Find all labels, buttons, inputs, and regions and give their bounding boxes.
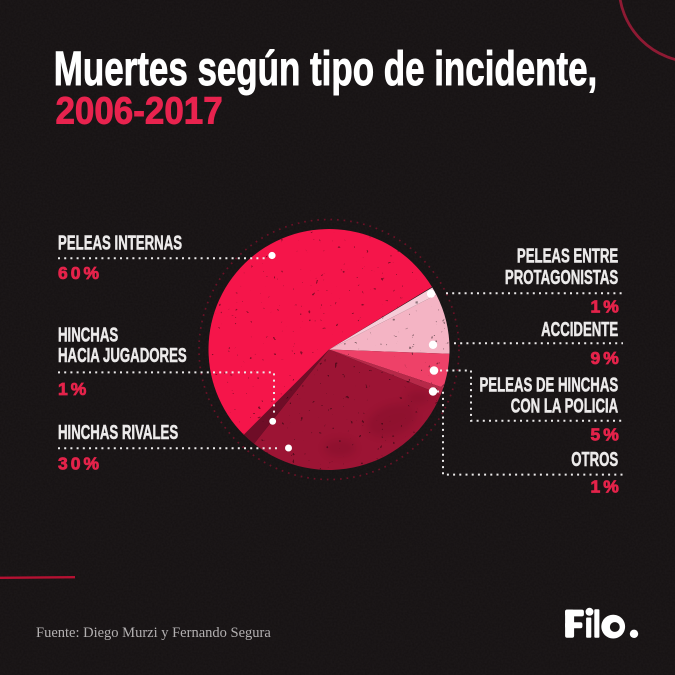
svg-text:5%: 5%: [591, 425, 622, 445]
svg-text:9%: 9%: [591, 348, 622, 368]
svg-text:PROTAGONISTAS: PROTAGONISTAS: [505, 265, 618, 289]
svg-text:1%: 1%: [58, 379, 89, 399]
svg-text:1%: 1%: [591, 476, 622, 496]
svg-text:60%: 60%: [58, 263, 102, 283]
svg-text:HACIA JUGADORES: HACIA JUGADORES: [58, 343, 187, 367]
svg-text:ACCIDENTE: ACCIDENTE: [541, 317, 618, 341]
svg-text:OTROS: OTROS: [571, 447, 618, 471]
svg-text:2006-2017: 2006-2017: [56, 89, 223, 132]
svg-text:HINCHAS: HINCHAS: [58, 322, 118, 346]
svg-text:HINCHAS RIVALES: HINCHAS RIVALES: [58, 420, 178, 444]
svg-text:PELEAS ENTRE: PELEAS ENTRE: [517, 243, 618, 267]
svg-text:30%: 30%: [58, 454, 102, 474]
svg-text:Fuente: Diego Murzi y Fernando: Fuente: Diego Murzi y Fernando Segura: [36, 625, 271, 641]
svg-text:CON LA POLICIA: CON LA POLICIA: [511, 393, 618, 417]
svg-text:1%: 1%: [591, 297, 622, 317]
svg-text:PELEAS INTERNAS: PELEAS INTERNAS: [58, 231, 182, 255]
svg-text:Muertes según tipo de incident: Muertes según tipo de incidente,: [54, 42, 597, 96]
svg-text:PELEAS DE HINCHAS: PELEAS DE HINCHAS: [479, 372, 618, 396]
